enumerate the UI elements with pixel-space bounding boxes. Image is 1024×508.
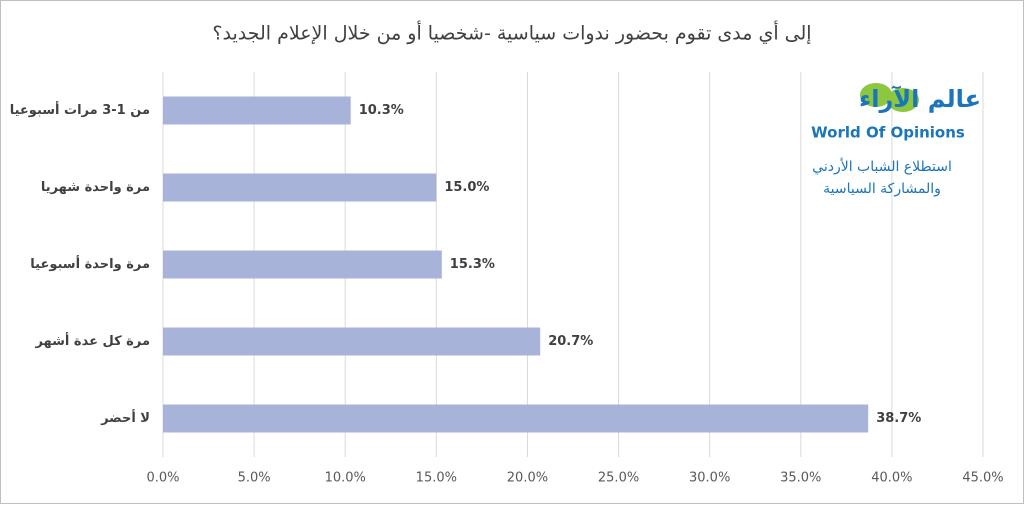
logo-subtitle: والمشاركة السياسية: [823, 181, 941, 197]
data-label: 10.3%: [359, 103, 404, 118]
bar: [163, 250, 442, 279]
bar: [163, 173, 437, 202]
x-tick-label: 0.0%: [146, 471, 179, 486]
data-label: 15.3%: [450, 257, 495, 272]
x-tick-label: 40.0%: [871, 471, 912, 486]
x-tick-label: 10.0%: [325, 471, 366, 486]
data-label: 38.7%: [876, 411, 921, 426]
logo-arabic: عالم الآراء: [859, 85, 981, 113]
x-tick-label: 20.0%: [507, 471, 548, 486]
y-tick-label: من 1-3 مرات أسبوعيا: [10, 101, 150, 118]
chart-title: إلى أي مدى تقوم بحضور ندوات سياسية -شخصي…: [212, 21, 811, 46]
bar: [163, 96, 351, 125]
logo: عالم الآراء World Of Opinions استطلاع ال…: [811, 83, 981, 197]
logo-bubble: [887, 88, 919, 112]
y-tick-label: مرة كل عدة أشهر: [34, 332, 150, 349]
bar: [163, 327, 541, 356]
bar: [163, 404, 869, 433]
y-tick-label: مرة واحدة شهريا: [41, 180, 150, 195]
x-tick-label: 25.0%: [598, 471, 639, 486]
data-label: 20.7%: [548, 334, 593, 349]
data-label: 15.0%: [444, 180, 489, 195]
x-tick-label: 35.0%: [780, 471, 821, 486]
x-tick-label: 30.0%: [689, 471, 730, 486]
x-tick-label: 15.0%: [416, 471, 457, 486]
logo-english: World Of Opinions: [811, 124, 965, 142]
y-tick-label: لا أحضر: [100, 409, 150, 426]
logo-bubble: [860, 83, 892, 107]
x-tick-label: 5.0%: [238, 471, 271, 486]
logo-subtitle: استطلاع الشباب الأردني: [812, 157, 952, 175]
y-tick-label: مرة واحدة أسبوعيا: [30, 255, 150, 272]
x-tick-label: 45.0%: [962, 471, 1003, 486]
